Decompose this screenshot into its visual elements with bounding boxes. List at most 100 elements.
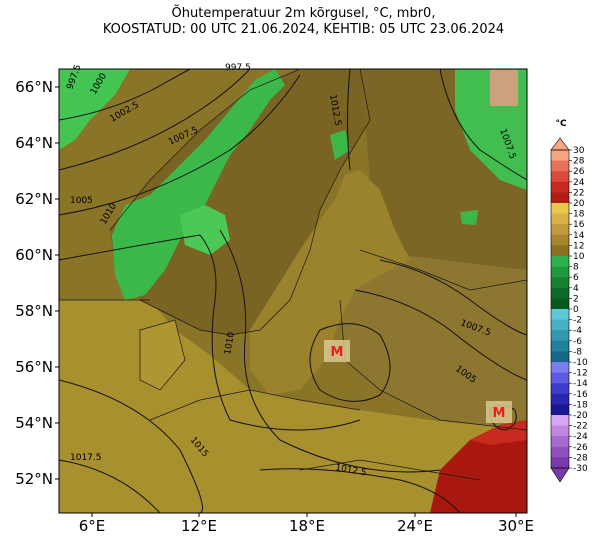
colorbar-segment [551, 256, 569, 267]
colorbar-segment [551, 372, 569, 384]
colorbar-level-label: -28 [573, 453, 588, 463]
colorbar: 302826242220181614121086420-2-4-6-8-10-1… [550, 137, 588, 483]
colorbar-segment [551, 404, 569, 416]
low-pressure-marker-2: M [486, 401, 512, 423]
colorbar-level-label: -10 [573, 358, 588, 368]
jutland [140, 320, 185, 390]
lat-label: 64°N [15, 134, 53, 152]
colorbar-level-label: 28 [573, 157, 585, 167]
map-title: Õhutemperatuur 2m kõrgusel, °C, mbr0, [171, 6, 436, 21]
colorbar-segment [551, 383, 569, 395]
mountain-patch [180, 205, 230, 255]
small-green-patch-east [460, 210, 478, 225]
colorbar-segment [551, 415, 569, 426]
lat-label: 62°N [15, 190, 53, 208]
lat-label: 66°N [15, 78, 53, 96]
colorbar-segment [551, 234, 569, 246]
colorbar-level-label: 6 [573, 273, 579, 283]
colorbar-level-label: -12 [573, 369, 588, 379]
colorbar-segment [551, 425, 569, 437]
colorbar-min-arrow [550, 467, 570, 483]
colorbar-level-label: 26 [573, 167, 585, 177]
isobar-label: 1010 [223, 331, 237, 356]
colorbar-level-label: -4 [573, 326, 582, 336]
colorbar-segment [551, 287, 569, 299]
isobar-label: 1005 [70, 196, 93, 206]
colorbar-level-label: 16 [573, 220, 585, 230]
map-area [59, 69, 527, 513]
svg-text:M: M [331, 345, 344, 360]
colorbar-segment [551, 393, 569, 405]
colorbar-level-label: -2 [573, 316, 582, 326]
colorbar-segment [551, 277, 569, 289]
colorbar-segment [551, 192, 569, 204]
colorbar-segment [551, 309, 569, 320]
colorbar-level-label: 8 [573, 263, 579, 273]
colorbar-level-label: 18 [573, 210, 585, 220]
latitude-labels: 66°N 64°N 62°N 60°N 58°N 56°N 54°N 52°N [15, 78, 59, 488]
colorbar-level-label: 22 [573, 188, 584, 198]
lon-label: 30°E [498, 517, 534, 535]
lon-label: 18°E [289, 517, 325, 535]
lon-label: 12°E [181, 517, 217, 535]
colorbar-segment [551, 171, 569, 183]
colorbar-level-label: -26 [573, 443, 588, 453]
colorbar-segment [551, 330, 569, 342]
colorbar-segment [551, 266, 569, 278]
colorbar-segment [551, 160, 569, 172]
colorbar-segment [551, 351, 569, 363]
colorbar-level-label: 14 [573, 231, 585, 241]
lat-label: 52°N [15, 470, 53, 488]
colorbar-level-label: -8 [573, 347, 582, 357]
colorbar-segment [551, 224, 569, 236]
lat-label: 56°N [15, 358, 53, 376]
colorbar-segment [551, 213, 569, 225]
scandinavia-land [110, 69, 370, 335]
colorbar-level-label: 4 [573, 284, 579, 294]
colorbar-level-label: -24 [573, 432, 588, 442]
isobar-label: 997.5 [225, 63, 251, 73]
colorbar-level-label: -18 [573, 400, 588, 410]
colorbar-level-label: 24 [573, 178, 585, 188]
colorbar-segment [551, 362, 569, 373]
longitude-labels: 6°E 12°E 18°E 24°E 30°E [79, 513, 534, 535]
colorbar-level-label: 0 [573, 305, 579, 315]
colorbar-segment [551, 181, 569, 193]
colorbar-segment [551, 446, 569, 458]
colorbar-level-label: -6 [573, 337, 582, 347]
northeast-warm-patch [490, 70, 518, 106]
small-green-patch [330, 130, 350, 160]
colorbar-level-label: -14 [573, 379, 588, 389]
colorbar-level-label: 2 [573, 294, 579, 304]
northwest-green [59, 69, 130, 150]
lon-label: 6°E [79, 517, 106, 535]
colorbar-level-label: -22 [573, 422, 588, 432]
lat-label: 54°N [15, 414, 53, 432]
colorbar-level-label: -30 [573, 464, 588, 474]
colorbar-level-label: 20 [573, 199, 585, 209]
isobars [59, 69, 527, 513]
colorbar-segment [551, 319, 569, 331]
isobar-label: 1017.5 [70, 453, 102, 463]
colorbar-segment [551, 436, 569, 448]
colorbar-level-label: 30 [573, 146, 585, 156]
svg-text:M: M [493, 406, 506, 421]
baltic-sea [250, 170, 410, 395]
map-frame [58, 68, 528, 514]
map-subtitle: KOOSTATUD: 00 UTC 21.06.2024, KEHTIB: 05… [102, 22, 505, 37]
colorbar-segment [551, 298, 569, 310]
colorbar-max-arrow [550, 137, 570, 151]
lon-label: 24°E [397, 517, 433, 535]
low-pressure-marker-1: M [324, 340, 350, 362]
lat-label: 58°N [15, 302, 53, 320]
colorbar-level-label: -16 [573, 390, 588, 400]
colorbar-segment [551, 457, 569, 469]
lat-label: 60°N [15, 246, 53, 264]
colorbar-segment [551, 150, 569, 161]
colorbar-segment [551, 245, 569, 257]
colorbar-segment [551, 340, 569, 352]
colorbar-unit: °C [555, 119, 567, 129]
colorbar-level-label: 12 [573, 241, 584, 251]
colorbar-level-label: 10 [573, 252, 585, 262]
